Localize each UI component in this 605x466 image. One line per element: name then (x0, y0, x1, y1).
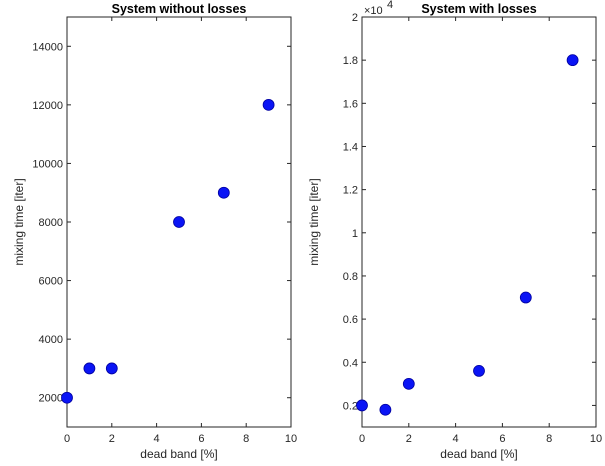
y-tick-label: 2 (352, 12, 358, 24)
x-tick-label: 6 (198, 433, 204, 445)
chart-title: System with losses (421, 2, 536, 16)
data-point (105, 362, 118, 375)
x-tick-label: 4 (154, 433, 160, 445)
y-tick-label: 0.4 (343, 357, 358, 369)
y-axis-label: mixing time [iter] (12, 178, 26, 265)
y-axis-label: mixing time [iter] (307, 178, 321, 265)
x-tick-label: 10 (285, 433, 297, 445)
data-point (566, 54, 579, 67)
data-point (262, 98, 275, 111)
data-point (83, 362, 96, 375)
chart-panel-1: 0 2 4 6 8 10 2000 4000 6000 8000 10000 12000 14000 Sy… (12, 2, 297, 461)
y-tick-label: 2000 (39, 393, 63, 405)
x-axis-label: dead band [%] (440, 447, 517, 461)
data-point (473, 364, 485, 377)
x-tick-label: 8 (243, 433, 249, 445)
x-tick-label: 0 (64, 433, 70, 445)
data-point (61, 391, 73, 404)
y-tick-label: 1.2 (343, 185, 358, 197)
chart-title: System without losses (112, 2, 247, 16)
x-tick-label: 6 (499, 433, 505, 445)
data-point (379, 403, 392, 416)
y-axis-multiplier: ×10 (364, 5, 383, 17)
x-tick-label: 10 (590, 433, 602, 445)
y-tick-label: 10000 (32, 158, 63, 170)
x-tick-label: 2 (406, 433, 412, 445)
y-tick-label: 0.8 (343, 271, 358, 283)
data-point (217, 186, 230, 199)
data-point (173, 216, 185, 228)
x-tick-label: 4 (453, 433, 459, 445)
y-tick-label: 0.6 (343, 314, 358, 326)
y-tick-label: 1.8 (343, 55, 358, 67)
y-tick-label: 14000 (32, 41, 63, 53)
y-tick-label: 8000 (39, 217, 63, 229)
y-tick-label: 1.6 (343, 98, 358, 110)
y-tick-label: 4000 (39, 334, 63, 346)
x-tick-label: 8 (546, 433, 552, 445)
data-point (356, 399, 368, 412)
x-axis-label: dead band [%] (140, 447, 217, 461)
y-tick-label: 12000 (32, 100, 63, 112)
data-point (519, 291, 532, 304)
y-tick-label: 1.4 (343, 141, 358, 153)
x-tick-label: 0 (359, 433, 365, 445)
data-point (402, 377, 415, 390)
plot-area-frame (361, 16, 597, 428)
y-axis-multiplier-exponent: 4 (387, 0, 393, 11)
x-tick-label: 2 (109, 433, 115, 445)
y-tick-label: 0.2 (343, 400, 358, 412)
chart-panel-2: 0 2 4 6 8 10 0.2 0.4 0.6 0.8 1 1.2 1.4 1.6 1.8 2 ×10 4 Sys… (307, 0, 602, 461)
y-tick-label: 1 (352, 228, 358, 240)
y-tick-label: 6000 (39, 276, 63, 288)
